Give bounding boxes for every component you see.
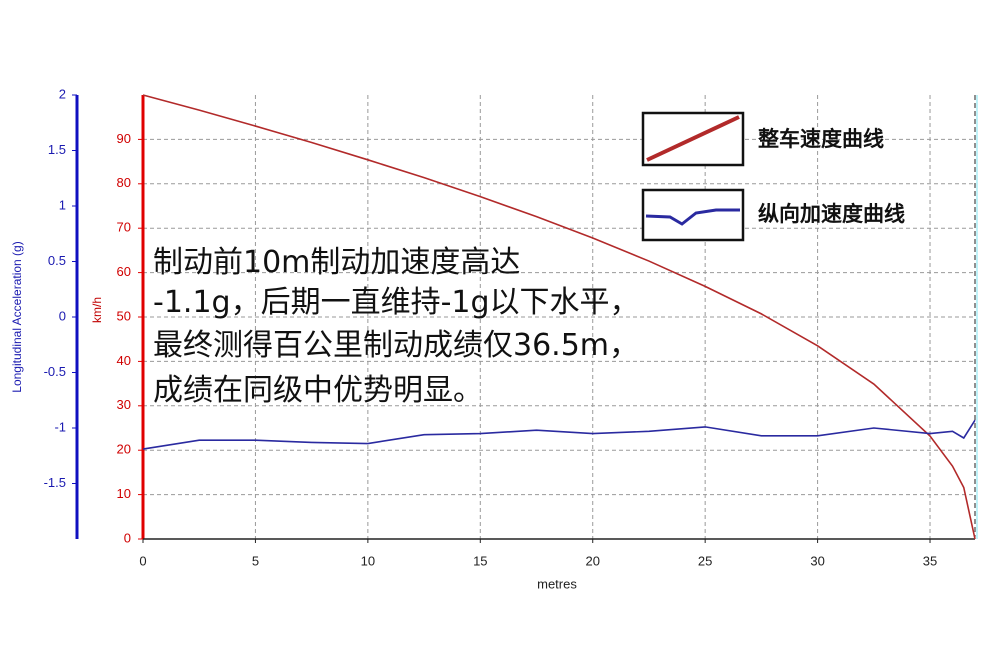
y-tick-label: 0 xyxy=(124,530,131,545)
y2-tick-label: -1.5 xyxy=(44,475,66,490)
x-tick-label: 10 xyxy=(361,553,375,568)
y-tick-label: 70 xyxy=(117,220,131,235)
legend-sample xyxy=(645,208,740,226)
x-tick-label: 25 xyxy=(698,553,712,568)
annotation: 成绩在同级中优势明显。 xyxy=(153,373,483,408)
y2-tick-label: -1 xyxy=(54,419,66,434)
y-axis-label: km/h xyxy=(90,297,104,323)
y-tick-label: 30 xyxy=(117,397,131,412)
legend-sample xyxy=(646,115,740,162)
plot-layer: 0 5 10 15 20 25 30 350102030405060708090-1.5-1-… xyxy=(44,86,976,568)
y-tick-label: 80 xyxy=(117,175,131,190)
y2-tick-label: 2 xyxy=(59,86,66,101)
y-tick-label: 20 xyxy=(117,442,131,457)
series-line xyxy=(142,419,976,450)
x-tick-label: 20 xyxy=(585,553,599,568)
x-tick-label: 0 xyxy=(139,553,146,568)
y2-axis-label: Longitudinal Acceleration (g) xyxy=(10,241,24,392)
y2-tick-label: -0.5 xyxy=(44,364,66,379)
legend-label: 纵向加速度曲线 xyxy=(758,202,905,226)
y-tick-label: 10 xyxy=(117,486,131,501)
legend: 整车速度曲线 纵向加速度曲线 xyxy=(641,111,905,242)
series-line xyxy=(142,94,976,540)
y2-tick-label: 1 xyxy=(59,197,66,212)
x-tick-label: 5 xyxy=(252,553,259,568)
annotation: 最终测得百公里制动成绩仅36.5m， xyxy=(153,328,639,363)
y-tick-label: 40 xyxy=(117,353,131,368)
y-tick-label: 90 xyxy=(117,131,131,146)
annotation: 制动前10m制动加速度高达 xyxy=(153,245,520,280)
y-tick-label: 60 xyxy=(117,264,131,279)
x-tick-label: 15 xyxy=(473,553,487,568)
x-tick-label: 30 xyxy=(810,553,824,568)
y2-tick-label: 0 xyxy=(59,308,66,323)
x-axis-label: metres xyxy=(537,576,577,591)
y2-tick-label: 0.5 xyxy=(48,253,66,268)
annotation: -1.1g，后期一直维持-1g以下水平， xyxy=(153,285,640,320)
y-tick-label: 50 xyxy=(117,308,131,323)
legend-label: 整车速度曲线 xyxy=(758,127,884,151)
x-tick-label: 35 xyxy=(923,553,937,568)
y2-tick-label: 1.5 xyxy=(48,142,66,157)
